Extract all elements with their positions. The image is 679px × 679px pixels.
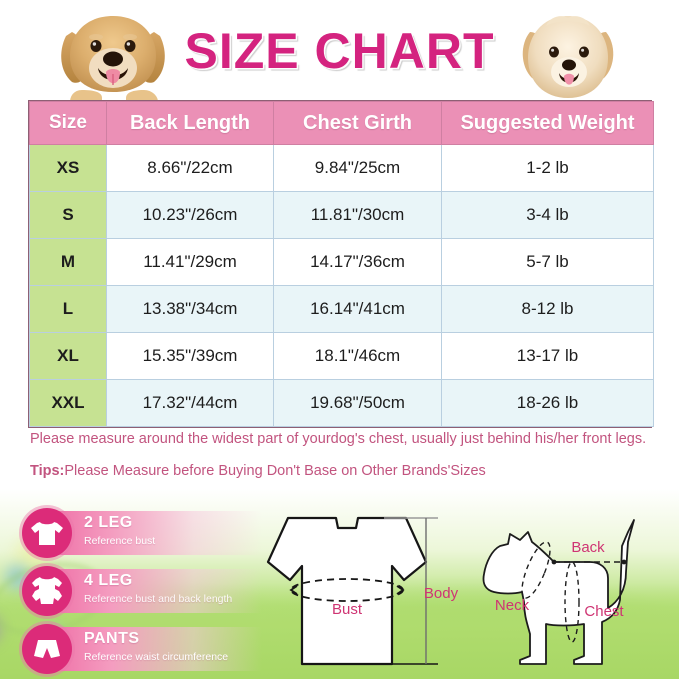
legend-bar	[48, 511, 262, 555]
table-row: S 10.23"/26cm 11.81"/30cm 3-4 lb	[29, 191, 654, 239]
cell-chest-girth: 16.14"/41cm	[273, 285, 442, 333]
table-row: XL 15.35"/39cm 18.1"/46cm 13-17 lb	[29, 332, 654, 380]
table-row: XS 8.66"/22cm 9.84"/25cm 1-2 lb	[29, 144, 654, 192]
legend-section: 2 LEG Reference bust 4 LEG Reference bus…	[22, 506, 262, 676]
label-chest: Chest	[584, 603, 624, 620]
legend-subtitle: Reference bust	[84, 535, 156, 547]
column-header-suggested-weight: Suggested Weight	[441, 101, 654, 145]
cell-weight: 3-4 lb	[441, 191, 654, 239]
golden-retriever-photo	[48, 6, 180, 106]
cell-size: XS	[29, 144, 107, 192]
column-header-chest-girth: Chest Girth	[273, 101, 442, 145]
legend-text: PANTS Reference waist circumference	[84, 630, 264, 664]
cell-chest-girth: 14.17"/36cm	[273, 238, 442, 286]
label-bust: Bust	[332, 601, 363, 618]
tips-note: Tips:Please Measure before Buying Don't …	[30, 460, 656, 483]
legend-item-2-leg: 2 LEG Reference bust	[22, 508, 262, 558]
cell-back-length: 15.35"/39cm	[106, 332, 274, 380]
label-neck: Neck	[495, 597, 530, 614]
table-row: L 13.38"/34cm 16.14"/41cm 8-12 lb	[29, 285, 654, 333]
cell-size: L	[29, 285, 107, 333]
legend-text: 4 LEG Reference bust and back length	[84, 572, 264, 606]
cell-size: XL	[29, 332, 107, 380]
pants-icon	[22, 624, 72, 674]
tips-text: Please Measure before Buying Don't Base …	[64, 463, 486, 479]
cell-back-length: 11.41"/29cm	[106, 238, 274, 286]
cell-weight: 1-2 lb	[441, 144, 654, 192]
cell-weight: 5-7 lb	[441, 238, 654, 286]
table-row: M 11.41"/29cm 14.17"/36cm 5-7 lb	[29, 238, 654, 286]
cell-back-length: 8.66"/22cm	[106, 144, 274, 192]
legend-subtitle: Reference waist circumference	[84, 651, 229, 663]
cell-chest-girth: 19.68"/50cm	[273, 379, 442, 427]
column-header-size: Size	[29, 101, 107, 145]
legend-title: 4 LEG	[84, 572, 133, 589]
legend-bar	[48, 569, 262, 613]
header: SIZE CHART	[0, 0, 679, 106]
cell-back-length: 10.23"/26cm	[106, 191, 274, 239]
cell-weight: 13-17 lb	[441, 332, 654, 380]
cell-back-length: 17.32"/44cm	[106, 379, 274, 427]
page-title: SIZE CHART	[184, 23, 495, 79]
table-header-row: Size Back Length Chest Girth Suggested W…	[29, 101, 654, 145]
legend-text: 2 LEG Reference bust	[84, 514, 264, 548]
cell-back-length: 13.38"/34cm	[106, 285, 274, 333]
four-leg-suit-icon	[22, 566, 72, 616]
tshirt-icon	[22, 508, 72, 558]
cell-weight: 18-26 lb	[441, 379, 654, 427]
size-table: Size Back Length Chest Girth Suggested W…	[29, 101, 654, 427]
column-header-back-length: Back Length	[106, 101, 274, 145]
dog-measure-diagram: Back Neck Chest	[462, 506, 677, 678]
label-back: Back	[571, 539, 605, 556]
havanese-puppy-photo	[516, 10, 620, 105]
cell-weight: 8-12 lb	[441, 285, 654, 333]
table-row: XXL 17.32"/44cm 19.68"/50cm 18-26 lb	[29, 379, 654, 427]
notes-section: Please measure around the widest part of…	[30, 428, 656, 483]
legend-item-pants: PANTS Reference waist circumference	[22, 624, 262, 674]
legend-item-4-leg: 4 LEG Reference bust and back length	[22, 566, 262, 616]
tips-label: Tips:	[30, 463, 65, 479]
legend-bar	[48, 627, 262, 671]
legend-title: 2 LEG	[84, 514, 133, 531]
cell-size: M	[29, 238, 107, 286]
cell-size: XXL	[29, 379, 107, 427]
legend-title: PANTS	[84, 630, 140, 647]
label-body: Body	[424, 585, 458, 602]
legend-subtitle: Reference bust and back length	[84, 593, 233, 605]
cell-size: S	[29, 191, 107, 239]
garment-measure-diagram: Bust Body	[258, 506, 458, 678]
cell-chest-girth: 9.84"/25cm	[273, 144, 442, 192]
size-table-container: Size Back Length Chest Girth Suggested W…	[28, 100, 654, 428]
cell-chest-girth: 11.81"/30cm	[273, 191, 442, 239]
measure-note: Please measure around the widest part of…	[30, 431, 647, 447]
cell-chest-girth: 18.1"/46cm	[273, 332, 442, 380]
